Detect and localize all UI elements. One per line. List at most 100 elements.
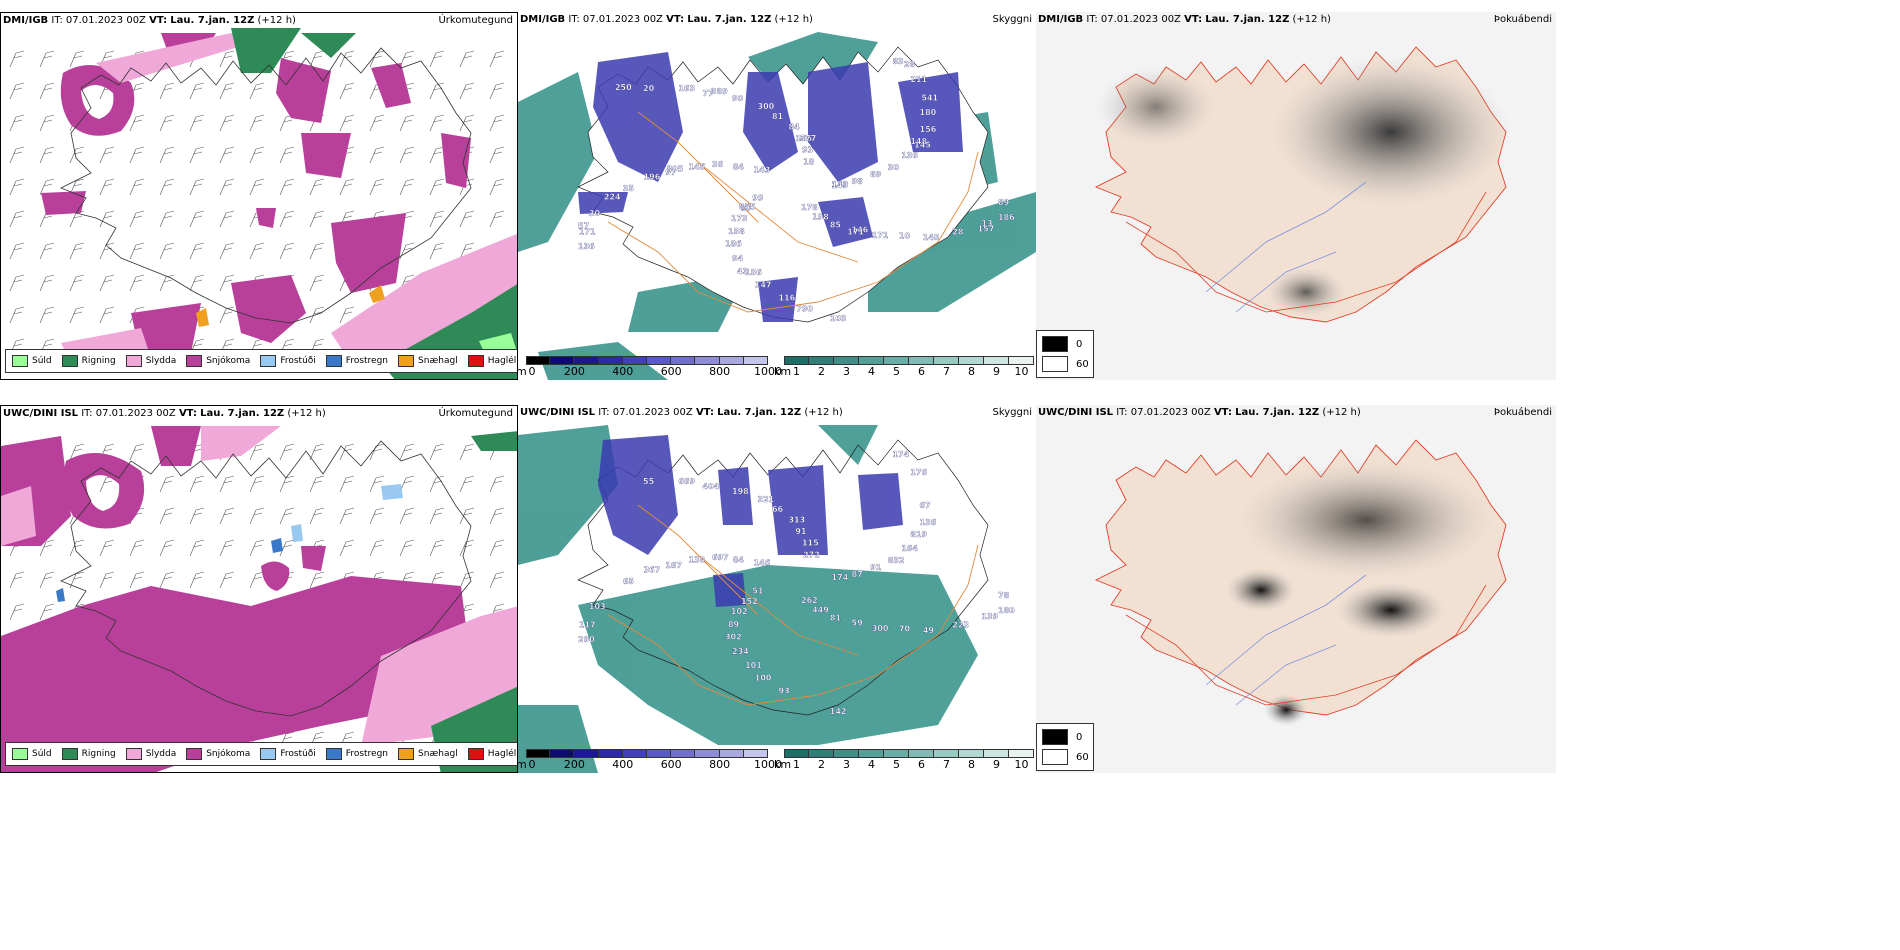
cloud-base-value: 180 [998,606,1015,615]
roads [607,504,979,706]
variable-label: Þokuábendi [1493,14,1552,25]
cloud-base-value: 59 [852,619,864,628]
wind-barb [249,114,265,132]
wind-barb [189,146,205,164]
precipitation-map [9,28,517,379]
colorbar-frame [784,356,1034,365]
wind-barb [9,50,25,68]
fog-legend-value: 0 [1076,731,1083,743]
cloud-base-value: 97 [741,204,752,213]
wind-barb [459,114,475,132]
colorbar-tick: 8 [968,758,975,771]
cloud-base-colorbar-row2: m 0 200 400 600 800 1000 [516,749,782,773]
precipitation-map [1,426,517,772]
legend-label: Snæhagl [418,749,458,759]
cloud-base-value: 156 [745,268,762,277]
wind-barb [399,146,415,164]
wind-barb [39,274,55,292]
wind-barb [69,539,85,557]
fog-shading [1096,57,1511,317]
legend-item: Snæhagl [398,355,458,367]
cloud-base-value: 146 [754,558,771,567]
cloud-base-value: 49 [923,626,935,635]
wind-barb [459,210,475,228]
wind-barb [69,50,85,68]
wind-barb [159,507,175,525]
fog-legend-row1: 0 60 [1036,330,1094,378]
visibility-colorbar-row2: km 1 2 3 4 5 6 7 8 9 10 [774,749,1034,773]
cloud-base-value: 158 [728,227,745,236]
cloud-base-value: 67 [920,501,931,510]
colorbar-tick: 8 [968,365,975,378]
wind-barb [249,146,265,164]
wind-barb [309,210,325,228]
precip-legend: Súld Rigning Slydda Snjókoma Frostúði Frostre… [5,742,517,766]
cloud-base-labels: 174 152 91 59 167 819 101 404 139 117 174 262 84 91 89… [578,450,1015,717]
cloud-base-value: 196 [644,173,661,182]
cloud-base-value: 321 [758,495,775,504]
colorbar-segment [909,356,934,365]
cloud-base-value: 103 [830,314,847,323]
panel-cloud-row1: DMI/IGB IT: 07.01.2023 00Z VT: Lau. 7.ja… [518,12,1036,380]
wind-barb [129,571,145,589]
cloud-base-value: 819 [910,530,927,539]
legend-item: Frostúði [260,748,316,760]
cloud-base-value: 367 [644,566,661,575]
wind-barb [249,571,265,589]
colorbar-tick: 1 [793,758,800,771]
cloud-base-value: 77 [702,89,713,98]
colorbar-segment [671,749,696,758]
wind-barb [369,114,385,132]
wind-barb [159,210,175,228]
fog-legend-value: 0 [1076,338,1083,350]
wind-barb [39,603,55,621]
cloud-base-value: 577 [800,134,817,143]
colorbar-tick: 800 [709,365,731,378]
cloud-base-value: 78 [998,591,1010,600]
legend-item: Súld [12,748,52,760]
legend-item: Slydda [125,748,176,760]
wind-barb [489,82,505,100]
cloud-base-value: 157 [978,224,995,233]
cloud-base-value: 300 [872,624,889,633]
legend-item: Frostregn [325,355,388,367]
colorbar-segment [859,749,884,758]
wind-barb [189,242,205,260]
colorbar-unit: m [516,758,527,771]
wind-barb [219,306,235,324]
cloud-base-value: 136 [920,518,937,527]
colorbar-segment [719,356,744,365]
cloud-base-value: 139 [981,612,998,621]
cloud-base-value: 156 [920,125,937,134]
colorbar-segment [784,356,809,365]
panel-header: DMI/IGB IT: 07.01.2023 00Z VT: Lau. 7.ja… [3,15,296,26]
cloud-base-value: 147 [755,281,772,290]
cloud-base-value: 145 [914,141,931,150]
wind-barb [489,539,505,557]
wind-barb [489,114,505,132]
ice-pellets [196,285,385,327]
cloud-base-value: 98 [852,177,864,186]
wind-barb [99,274,115,292]
wind-barb [159,242,175,260]
colorbar-segment [934,749,959,758]
wind-barb [99,571,115,589]
wind-barb [429,507,445,525]
colorbar-segment [884,356,909,365]
colorbar-tick: 400 [612,758,634,771]
cloud-base-value: 142 [830,707,847,716]
cloud-base-value: 389 [711,87,728,96]
cloud-base-value: 93 [779,686,790,695]
wind-barb [309,571,325,589]
colorbar-segment [784,749,809,758]
colorbar-tick: 4 [868,365,875,378]
panel-precip-row2: UWC/DINI ISL IT: 07.01.2023 00Z VT: Lau.… [0,405,518,773]
panel-header: DMI/IGB IT: 07.01.2023 00Z VT: Lau. 7.ja… [520,14,813,25]
colorbar-segment [574,356,599,365]
iceland-coastline [60,440,472,717]
colorbar-tick: 5 [893,365,900,378]
cloud-base-value: 272 [803,550,820,559]
cloud-base-areas [578,52,963,322]
fog-legend-swatch [1042,749,1068,765]
colorbar-tick: 10 [1014,758,1029,771]
